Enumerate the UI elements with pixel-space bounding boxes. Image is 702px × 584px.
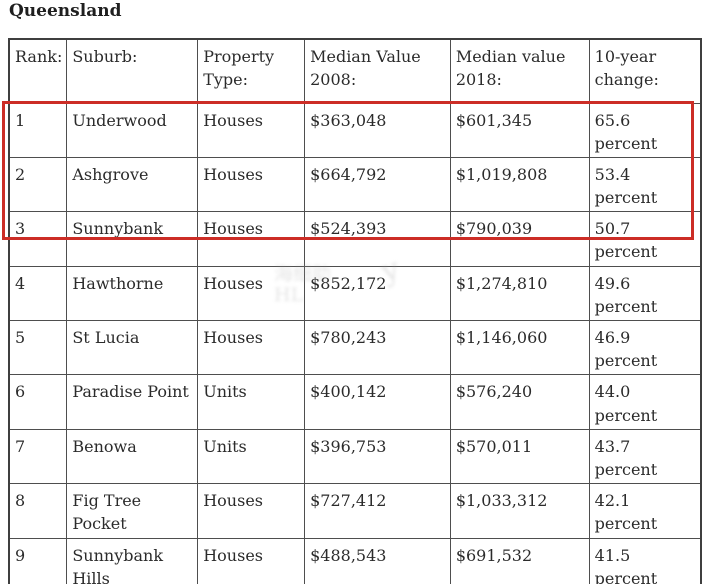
cell-rank: 3 [8, 211, 68, 267]
cell-median_2018: $1,274,810 [449, 265, 590, 322]
table-row: 2 Ashgrove Houses $664,792 $1,019,808 53.4 pe… [8, 156, 702, 213]
cell-median_2008: $363,048 [304, 102, 451, 158]
cell-change: 41.5 percent [588, 537, 702, 584]
cell-suburb: St Lucia [66, 319, 199, 376]
cell-median_2018: $691,532 [449, 537, 590, 584]
cell-rank: 7 [8, 428, 68, 485]
cell-suburb: Benowa [66, 428, 199, 485]
cell-rank: 6 [8, 374, 68, 430]
cell-median_2018: $1,146,060 [449, 319, 590, 376]
cell-suburb: Sunnybank Hills [66, 537, 199, 584]
cell-suburb: Hawthorne [66, 265, 199, 322]
cell-suburb: Fig Tree Pocket [66, 483, 199, 539]
cell-property_type: Units [197, 374, 306, 430]
cell-median_2008: $664,792 [304, 156, 451, 213]
value-table: Rank: Suburb: Property Type: Median Value 2… [8, 38, 702, 584]
cell-suburb: Underwood [66, 102, 199, 158]
cell-median_2008: $524,393 [304, 211, 451, 267]
cell-property_type: Houses [197, 265, 306, 322]
cell-median_2008: $852,172 [304, 265, 451, 322]
cell-median_2018: $790,039 [449, 211, 590, 267]
cell-rank: 9 [8, 537, 68, 584]
table-row: 7 Benowa Units $396,753 $570,011 43.7 percent [8, 428, 702, 485]
cell-property_type: Units [197, 428, 306, 485]
header-row: Rank: Suburb: Property Type: Median Value 2… [8, 38, 702, 104]
table-row: 4 Hawthorne Houses $852,172 $1,274,810 49.6 p… [8, 265, 702, 322]
cell-change: 46.9 percent [588, 319, 702, 376]
cell-rank: 8 [8, 483, 68, 539]
cell-change: 53.4 percent [588, 156, 702, 213]
cell-median_2008: $488,543 [304, 537, 451, 584]
column-header: Median Value 2008: [304, 38, 451, 104]
table-row: 3 Sunnybank Houses $524,393 $790,039 50.7 per… [8, 211, 702, 267]
cell-change: 50.7 percent [588, 211, 702, 267]
cell-property_type: Houses [197, 319, 306, 376]
column-header: Rank: [8, 38, 68, 104]
table-row: 8 Fig Tree Pocket Houses $727,412 $1,033,312… [8, 483, 702, 539]
cell-rank: 1 [8, 102, 68, 158]
cell-rank: 4 [8, 265, 68, 322]
cell-property_type: Houses [197, 156, 306, 213]
cell-property_type: Houses [197, 483, 306, 539]
cell-rank: 2 [8, 156, 68, 213]
column-header: Suburb: [66, 38, 199, 104]
cell-rank: 5 [8, 319, 68, 376]
cell-suburb: Sunnybank [66, 211, 199, 267]
table-body: 1 Underwood Houses $363,048 $601,345 65.6 per… [8, 102, 702, 584]
column-header: Median value 2018: [449, 38, 590, 104]
cell-median_2008: $400,142 [304, 374, 451, 430]
cell-change: 42.1 percent [588, 483, 702, 539]
cell-change: 43.7 percent [588, 428, 702, 485]
cell-median_2018: $576,240 [449, 374, 590, 430]
cell-property_type: Houses [197, 537, 306, 584]
cell-change: 49.6 percent [588, 265, 702, 322]
cell-change: 65.6 percent [588, 102, 702, 158]
cell-median_2018: $1,033,312 [449, 483, 590, 539]
column-header: 10-year change: [588, 38, 702, 104]
page-title: Queensland [9, 1, 122, 21]
cell-median_2008: $396,753 [304, 428, 451, 485]
column-header: Property Type: [197, 38, 306, 104]
cell-median_2008: $727,412 [304, 483, 451, 539]
table-row: 1 Underwood Houses $363,048 $601,345 65.6 per… [8, 102, 702, 158]
table-row: 9 Sunnybank Hills Houses $488,543 $691,532 41… [8, 537, 702, 584]
cell-suburb: Paradise Point [66, 374, 199, 430]
cell-median_2008: $780,243 [304, 319, 451, 376]
cell-median_2018: $570,011 [449, 428, 590, 485]
table-row: 6 Paradise Point Units $400,142 $576,240 44.0… [8, 374, 702, 430]
cell-change: 44.0 percent [588, 374, 702, 430]
cell-property_type: Houses [197, 211, 306, 267]
cell-median_2018: $601,345 [449, 102, 590, 158]
table-row: 5 St Lucia Houses $780,243 $1,146,060 46.9 pe… [8, 319, 702, 376]
cell-property_type: Houses [197, 102, 306, 158]
cell-suburb: Ashgrove [66, 156, 199, 213]
cell-median_2018: $1,019,808 [449, 156, 590, 213]
